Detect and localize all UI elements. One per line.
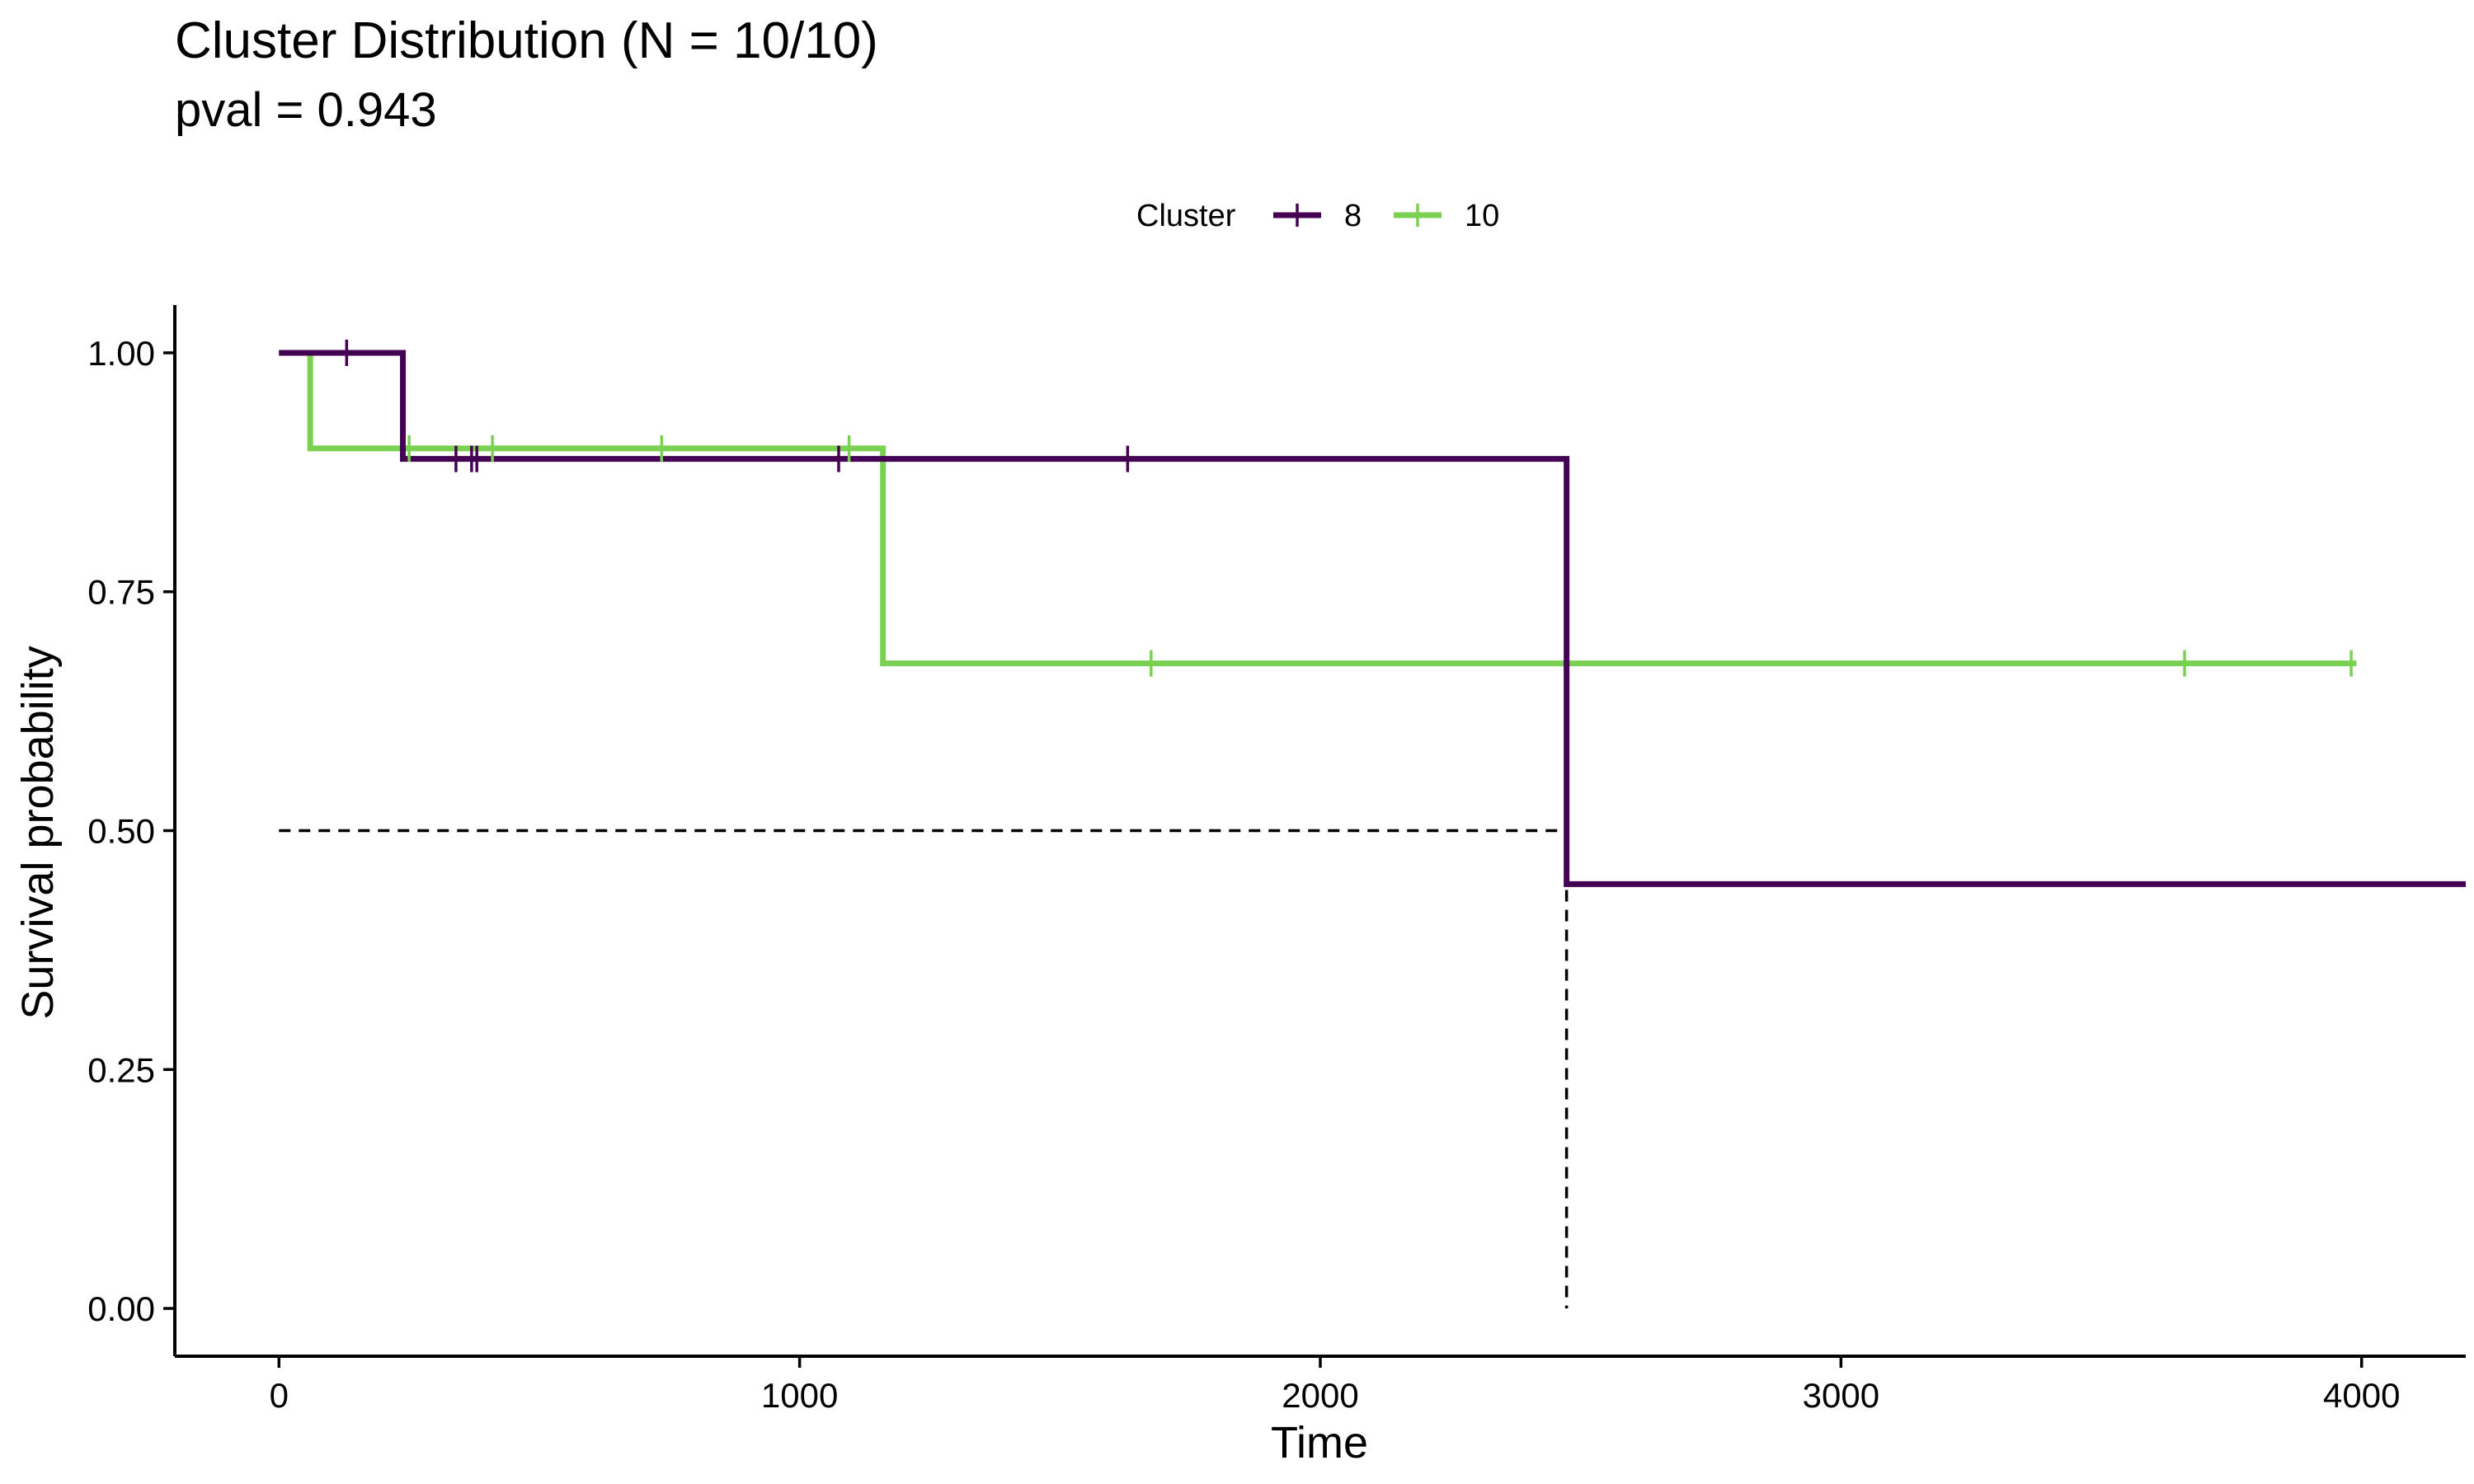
y-tick-label: 1.00 [87, 334, 155, 373]
legend-title: Cluster [1136, 199, 1236, 233]
x-tick-label: 2000 [1282, 1376, 1358, 1415]
x-tick-label: 0 [270, 1376, 289, 1415]
x-tick-label: 3000 [1803, 1376, 1879, 1415]
survival-curve-10 [279, 350, 2357, 667]
y-tick-label: 0.50 [87, 812, 155, 851]
x-tick-label: 4000 [2323, 1376, 2400, 1415]
legend: Cluster 8 10 [1136, 199, 1499, 233]
y-tick-label: 0.25 [87, 1050, 155, 1089]
legend-label-10: 10 [1465, 199, 1499, 233]
legend-label-8: 8 [1344, 199, 1362, 233]
chart-title: Cluster Distribution (N = 10/10) [175, 12, 878, 69]
y-tick-label: 0.00 [87, 1289, 155, 1328]
y-axis-label: Survival probability [13, 646, 63, 1019]
y-tick-label: 0.75 [87, 573, 155, 612]
chart-subtitle: pval = 0.943 [175, 83, 437, 137]
survival-curve-8 [279, 350, 2466, 887]
x-tick-label: 1000 [761, 1376, 838, 1415]
x-axis-label: Time [1271, 1418, 1368, 1468]
